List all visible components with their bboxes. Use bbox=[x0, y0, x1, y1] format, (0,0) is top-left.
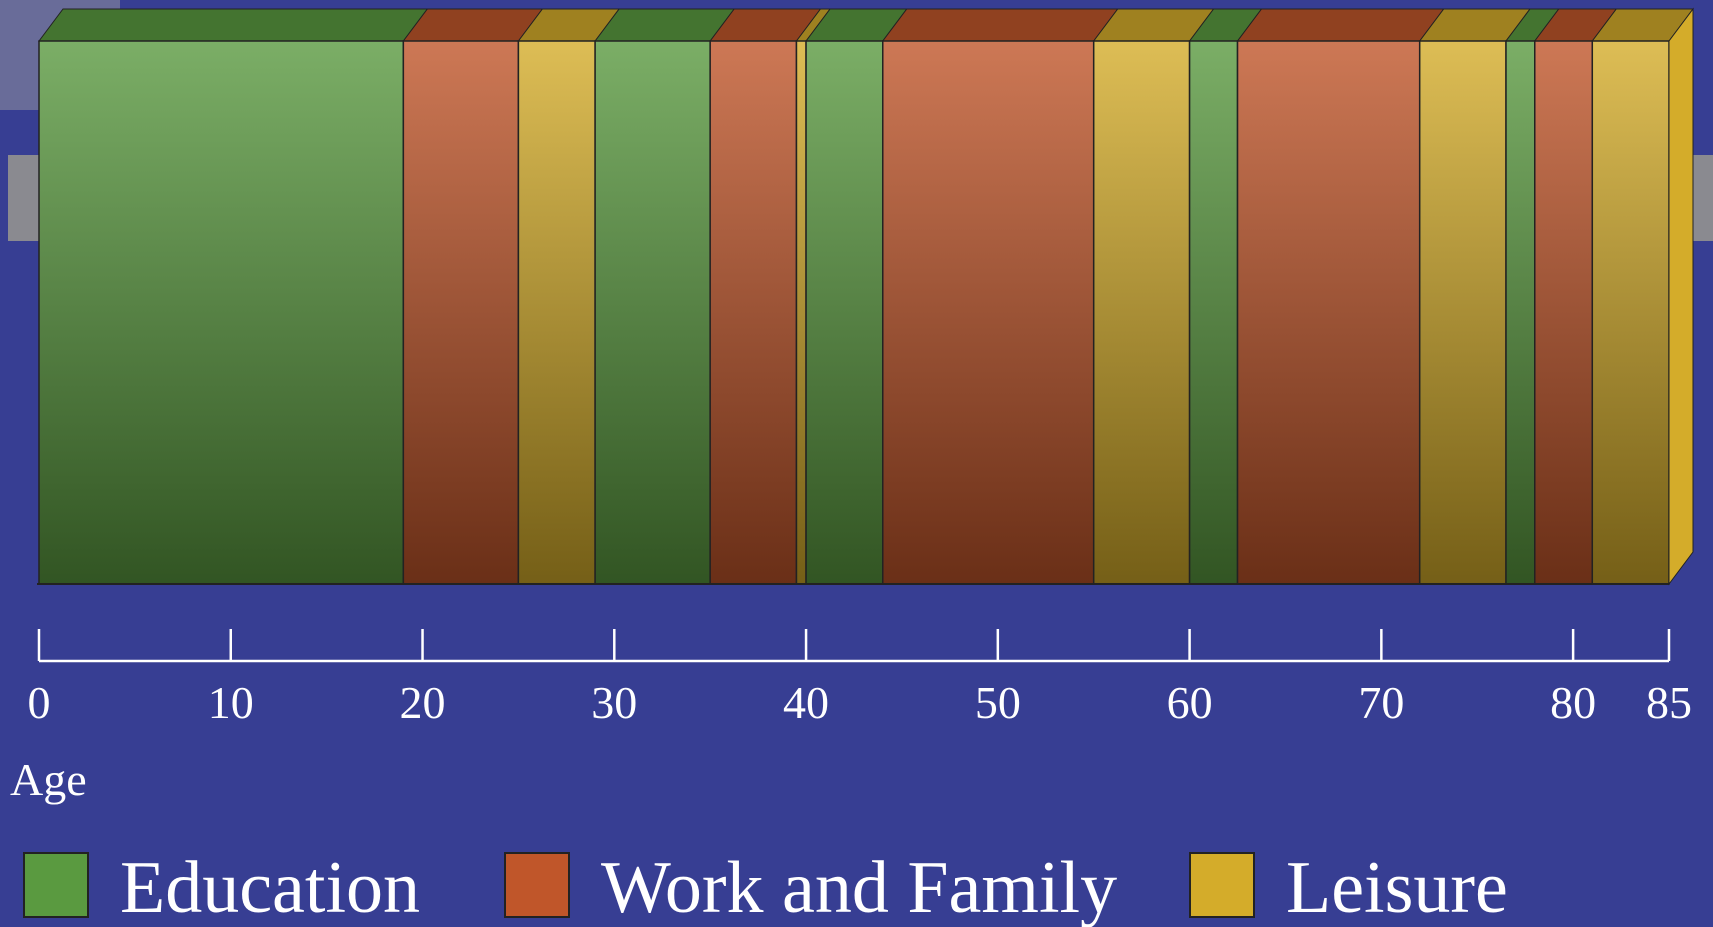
bar-segment bbox=[1591, 40, 1670, 585]
x-tick-label: 60 bbox=[1167, 677, 1213, 728]
bar-segment bbox=[1418, 40, 1507, 585]
bar-segment bbox=[795, 40, 807, 585]
x-tick-label: 80 bbox=[1550, 677, 1596, 728]
bar-side bbox=[1668, 7, 1694, 586]
x-tick-label: 30 bbox=[591, 677, 637, 728]
legend-label: Education bbox=[120, 847, 420, 927]
bar-segment bbox=[402, 40, 520, 585]
bar-segment bbox=[1236, 40, 1421, 585]
x-tick-label: 20 bbox=[400, 677, 446, 728]
bar-segment bbox=[1505, 40, 1536, 585]
bar-top bbox=[38, 8, 429, 42]
x-axis-label: Age bbox=[10, 754, 87, 805]
bar-segment bbox=[1534, 40, 1594, 585]
bar-segment bbox=[805, 40, 884, 585]
legend-swatch bbox=[1189, 852, 1255, 918]
bar-segment bbox=[709, 40, 798, 585]
legend-swatch bbox=[23, 852, 89, 918]
bar-segment bbox=[38, 40, 405, 585]
x-tick-label: 10 bbox=[208, 677, 254, 728]
x-tick-label: 0 bbox=[28, 677, 51, 728]
x-tick-label: 85 bbox=[1646, 677, 1692, 728]
bar-segment bbox=[1188, 40, 1239, 585]
bar-segment bbox=[1092, 40, 1191, 585]
bar-top bbox=[881, 8, 1119, 42]
legend-label: Leisure bbox=[1286, 847, 1508, 927]
bar-segment bbox=[882, 40, 1095, 585]
legend-label: Work and Family bbox=[601, 847, 1117, 927]
legend-swatch bbox=[504, 852, 570, 918]
x-tick-label: 40 bbox=[783, 677, 829, 728]
bar-top bbox=[1236, 8, 1445, 42]
bar-segment bbox=[517, 40, 596, 585]
x-tick-label: 70 bbox=[1358, 677, 1404, 728]
bar-segment bbox=[594, 40, 711, 585]
x-tick-label: 50 bbox=[975, 677, 1021, 728]
